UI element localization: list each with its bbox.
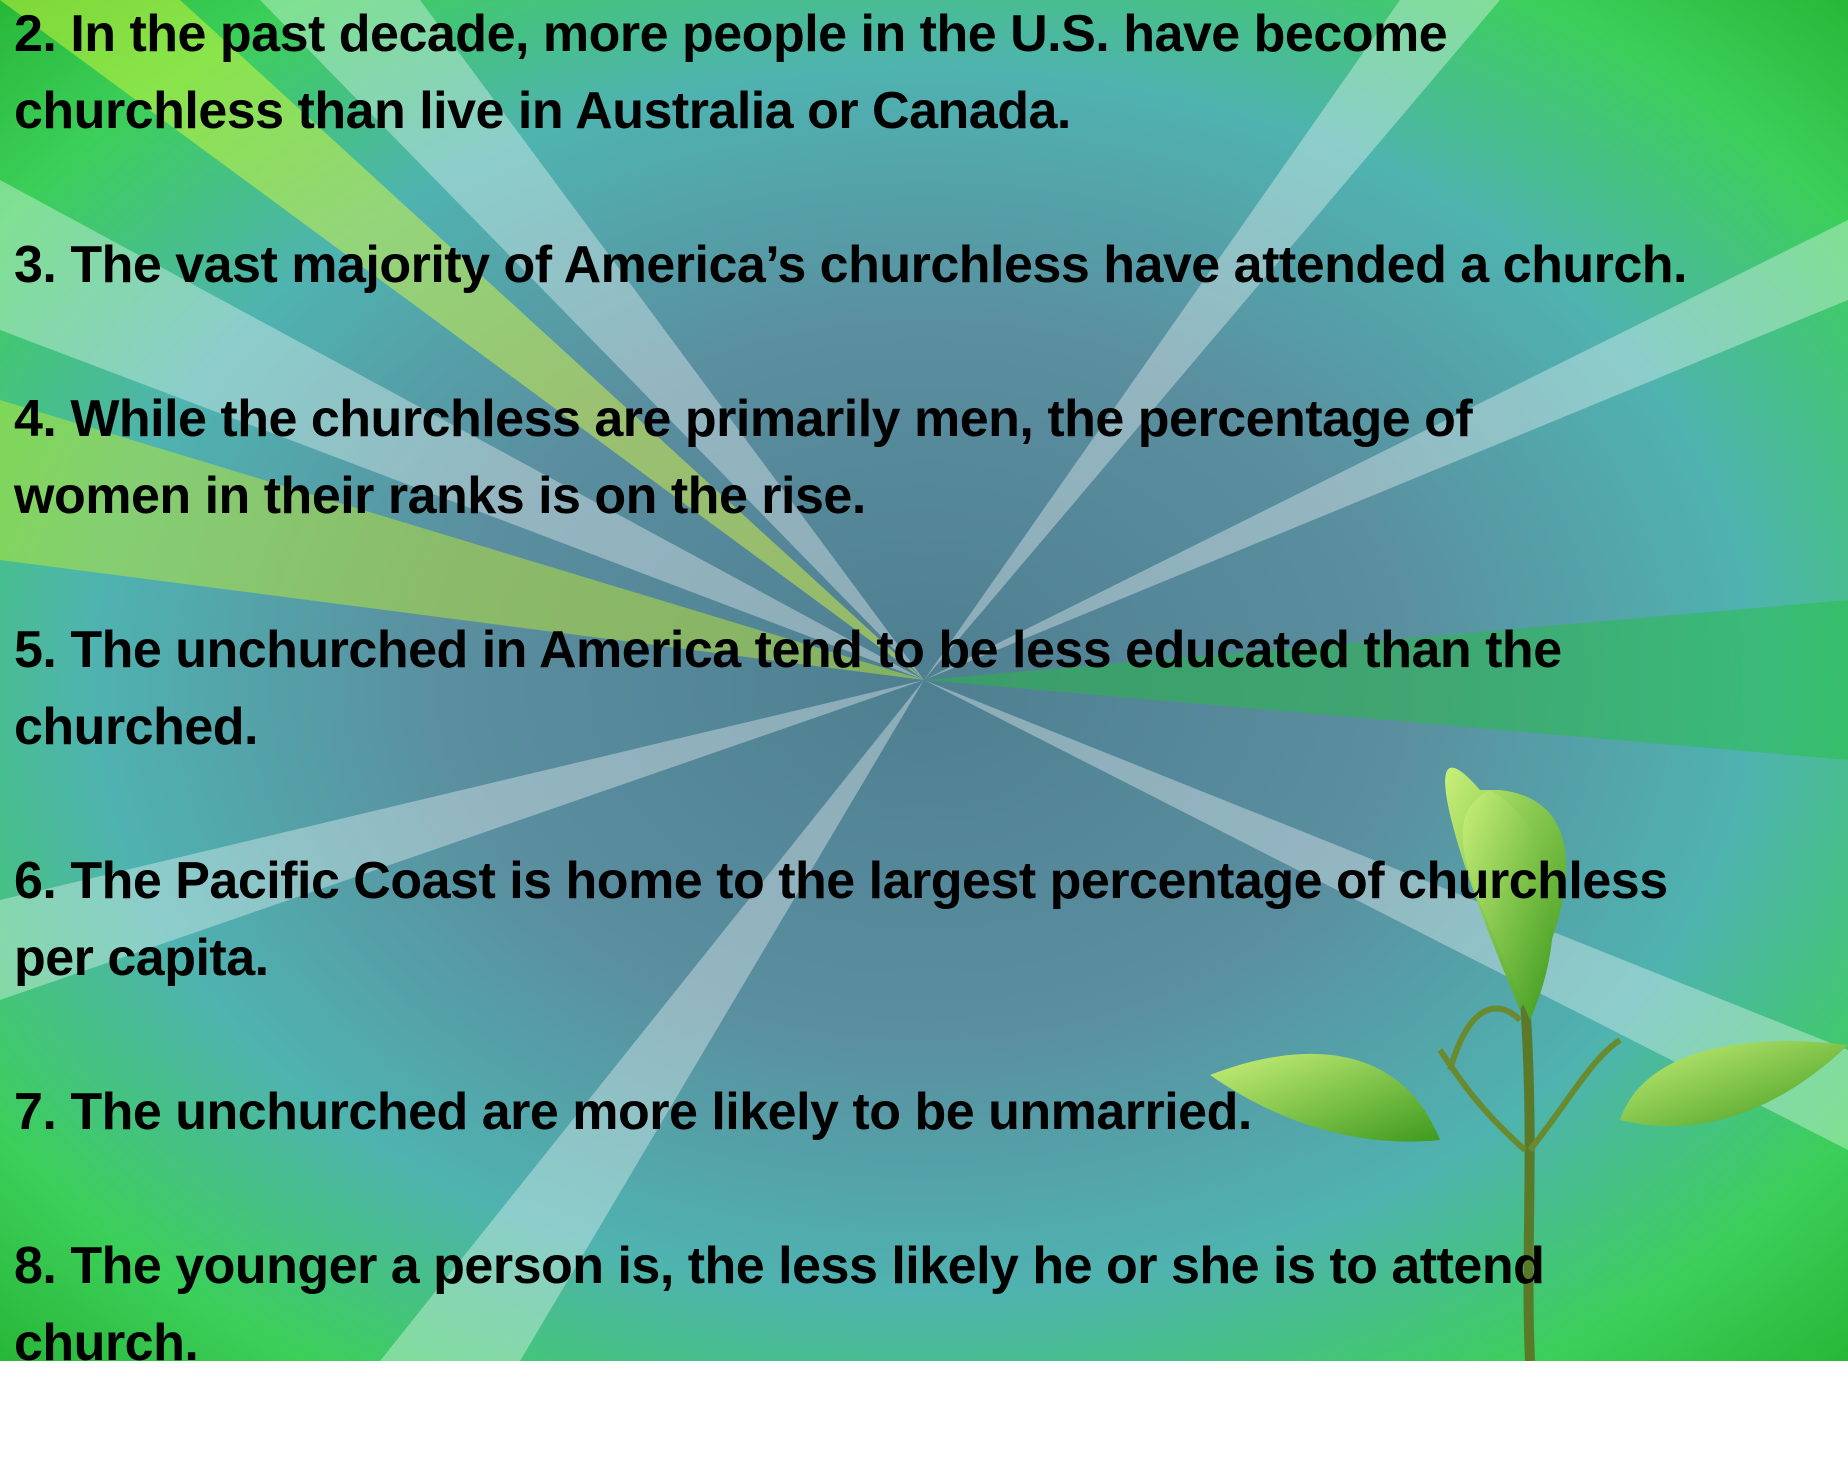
bullet-text: church. <box>14 1305 1844 1382</box>
slide: 2. In the past decade, more people in th… <box>0 0 1848 1361</box>
bullet-text: 3. The vast majority of America’s church… <box>14 227 1844 304</box>
bullet-item: 8. The younger a person is, the less lik… <box>14 1228 1844 1382</box>
bullet-text: churched. <box>14 689 1844 766</box>
bullet-item: 6. The Pacific Coast is home to the larg… <box>14 843 1844 997</box>
bullet-text: women in their ranks is on the rise. <box>14 458 1844 535</box>
bullet-item: 7. The unchurched are more likely to be … <box>14 1074 1844 1151</box>
bullet-item: 4. While the churchless are primarily me… <box>14 381 1844 535</box>
bullet-item: 2. In the past decade, more people in th… <box>14 0 1844 150</box>
bullet-text: 7. The unchurched are more likely to be … <box>14 1074 1844 1151</box>
bullet-text: 2. In the past decade, more people in th… <box>14 0 1844 73</box>
bullet-text: churchless than live in Australia or Can… <box>14 73 1844 150</box>
bullet-item: 3. The vast majority of America’s church… <box>14 227 1844 304</box>
bullet-item: 5. The unchurched in America tend to be … <box>14 612 1844 766</box>
bullet-text: 6. The Pacific Coast is home to the larg… <box>14 843 1844 920</box>
bullet-text: 8. The younger a person is, the less lik… <box>14 1228 1844 1305</box>
bullet-text: per capita. <box>14 920 1844 997</box>
bullet-text: 5. The unchurched in America tend to be … <box>14 612 1844 689</box>
bullet-list: 2. In the past decade, more people in th… <box>14 0 1844 1459</box>
bullet-text: 4. While the churchless are primarily me… <box>14 381 1844 458</box>
